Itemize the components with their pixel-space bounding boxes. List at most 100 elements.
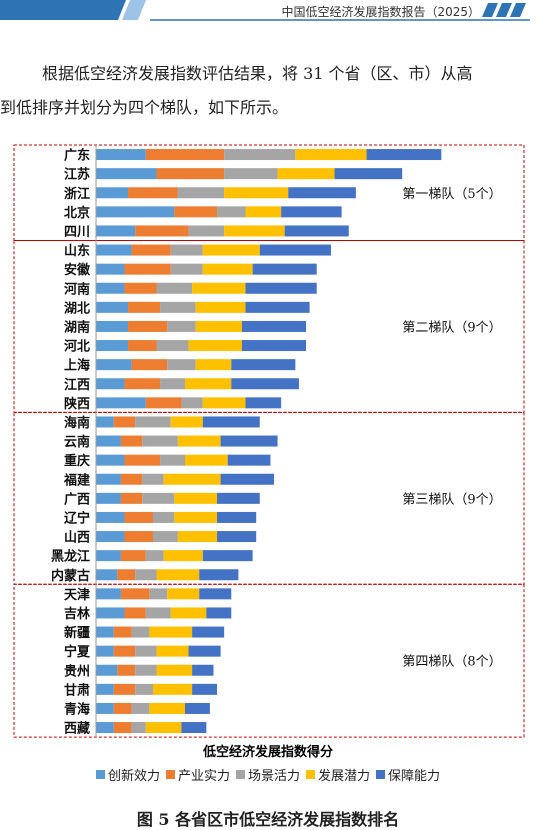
bar-segment [96,645,114,657]
bar-segment [96,550,121,562]
bar-segment [145,607,171,619]
bar-segment [135,416,171,428]
bar-segment [177,187,225,199]
header-stripe [496,3,512,17]
tier-label: 第四梯队（8个） [402,655,501,670]
category-label: 北京 [64,205,90,221]
bar-segment [174,206,218,218]
bar-segment [174,492,218,504]
bar-segment [241,320,307,332]
bar-segment [96,664,118,676]
legend-label: 创新效力 [107,769,160,784]
bar-segment [245,206,282,218]
bar-segment [135,225,189,237]
bar-segment [167,359,196,371]
category-label: 河北 [64,339,90,355]
legend: 创新效力 产业实力 场景活力 发展潜力 保障能力 [0,765,536,784]
bar-segment [96,187,129,199]
legend-swatch [165,770,175,779]
bar-segment [202,244,260,256]
bar-segment [217,206,246,218]
bar-segment [96,511,125,523]
bar-segment [124,511,153,523]
category-label: 甘肃 [64,682,90,698]
category-label: 青海 [64,701,90,717]
bar-segment [156,664,193,676]
bar-segment [245,282,317,294]
bar-segment [366,149,442,161]
category-label: 四川 [64,225,90,240]
bar-segment [206,607,232,619]
bar-segment [113,416,136,428]
bar-segment [128,320,168,332]
bar-segment [202,263,253,275]
category-label: 天津 [64,587,90,603]
bar-segment [128,340,157,352]
bar-segment [185,378,232,390]
bar-segment [96,702,114,714]
bar-segment [96,206,175,218]
category-label: 陕西 [64,396,90,412]
bar-segment [96,168,157,180]
bar-segment [174,511,218,523]
bar-segment [145,149,225,161]
bar-segment [177,435,221,447]
category-label: 贵州 [64,663,90,679]
bar-segment [217,492,260,504]
category-label: 海南 [64,415,90,431]
bar-segment [156,282,193,294]
bar-segment [96,607,125,619]
report-title: 中国低空经济发展指数报告（2025） [281,5,480,19]
bar-segment [117,664,136,676]
bar-segment [113,702,132,714]
bar-segment [224,168,278,180]
legend-label: 产业实力 [177,769,230,784]
bar-segment [195,301,246,313]
bar-segment [96,378,125,390]
paragraph-line-2: 到低排序并划分为四个梯队，如下所示。 [0,98,289,117]
bar-segment [245,397,282,409]
category-label: 黑龙江 [51,549,90,565]
tier-label: 第三梯队（9个） [402,492,501,507]
bar-segment [96,454,125,466]
legend-label: 保障能力 [388,769,441,784]
bar-segment [224,149,296,161]
bar-segment [185,702,210,714]
bar-segment [142,435,178,447]
bar-segment [96,531,125,543]
tier-box [13,583,525,738]
bar-segment [113,683,136,695]
bars [96,149,442,734]
bar-segment [120,588,150,600]
bar-segment [117,569,136,581]
bar-segment [113,626,132,638]
category-label: 云南 [64,434,90,450]
bar-segment [224,187,289,199]
bar-segment [135,645,157,657]
tier-boxes [13,144,525,738]
bar-segment [192,664,214,676]
bar-segment [124,263,171,275]
category-label: 福建 [63,472,90,488]
category-label: 上海 [64,358,90,374]
paragraph-line-1: 根据低空经济发展指数评估结果，将 31 个省（区、市）从高 [42,64,473,83]
bar-segment [152,683,193,695]
bar-segment [181,397,203,409]
bar-segment [185,454,228,466]
bar-segment [113,645,136,657]
bar-segment [124,454,161,466]
tier-labels: 第一梯队（5个） 第二梯队（9个） 第三梯队（9个） 第四梯队（8个） [402,187,501,670]
bar-segment [202,397,246,409]
legend-swatch [235,770,245,779]
bar-segment [149,702,185,714]
bar-segment [217,511,257,523]
bar-segment [96,416,114,428]
bar-segment [160,301,196,313]
bar-segment [192,683,218,695]
bar-segment [131,359,168,371]
bar-segment [177,531,218,543]
bar-segment [156,645,189,657]
legend-item: 产业实力 [165,765,230,784]
category-label: 重庆 [64,453,90,469]
bar-segment [181,722,207,734]
